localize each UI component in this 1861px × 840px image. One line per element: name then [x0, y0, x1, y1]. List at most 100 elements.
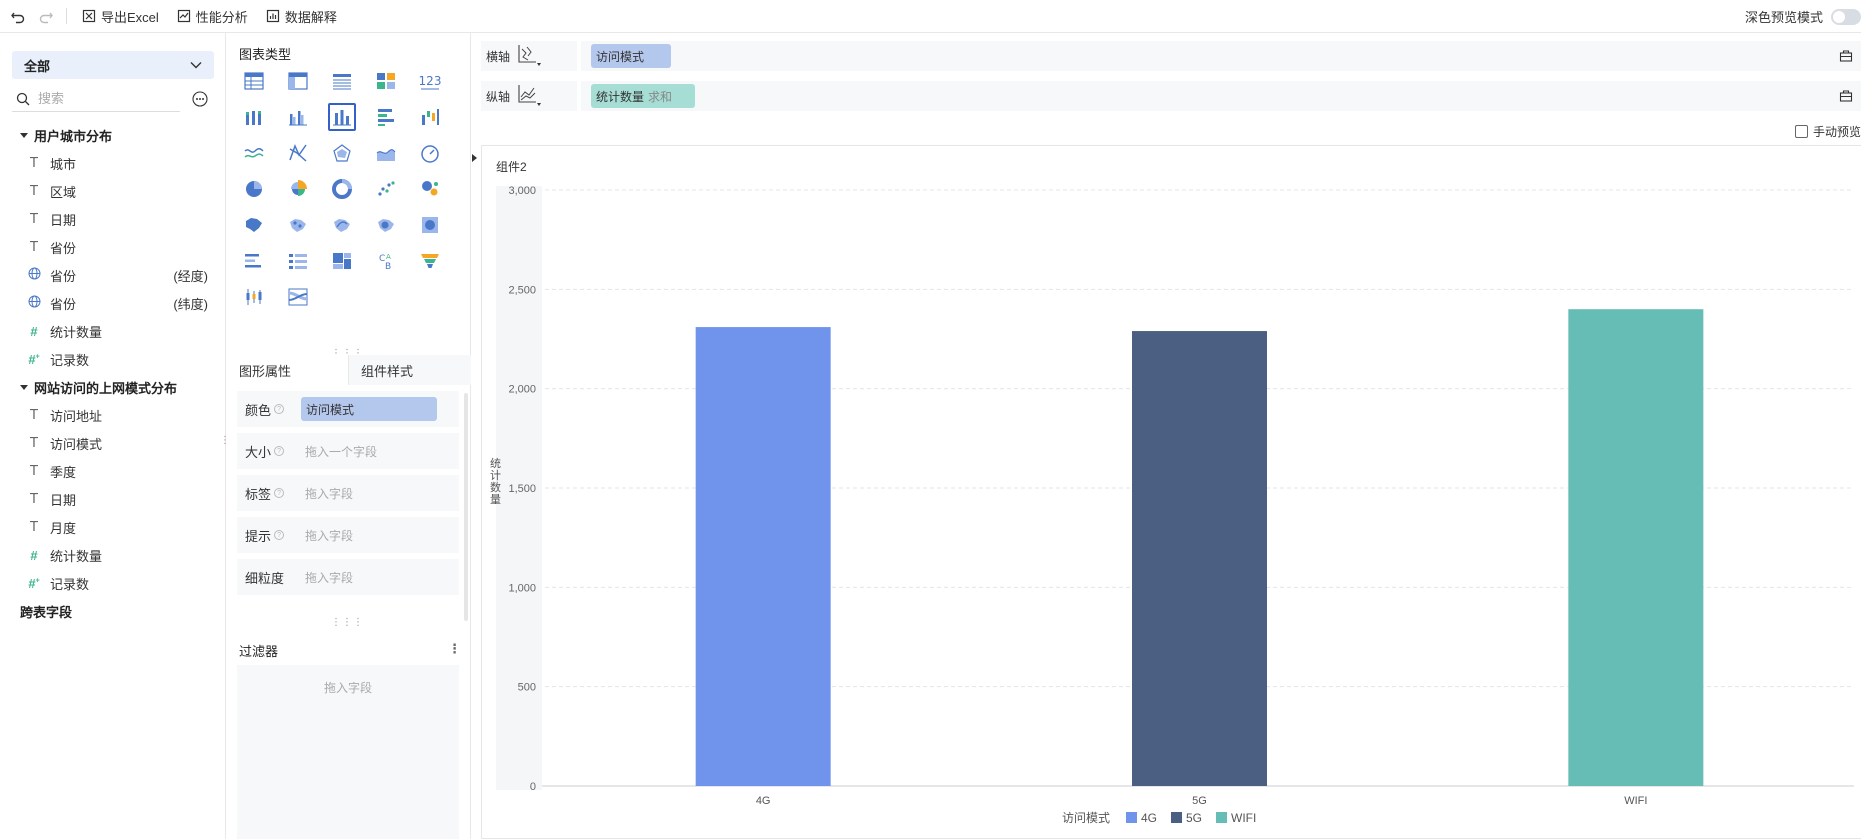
field-item[interactable]: T 季度: [0, 457, 226, 485]
progress-list-icon[interactable]: [240, 247, 268, 275]
field-name: 区域: [50, 184, 77, 200]
props-scrollbar[interactable]: [464, 393, 468, 621]
axis-settings-icon[interactable]: [1839, 49, 1853, 63]
filter-header: 过滤器 ⋮: [239, 641, 461, 660]
radar-line-icon[interactable]: [284, 139, 312, 167]
redo-icon[interactable]: [32, 2, 60, 30]
prop-row-size[interactable]: 大小? 拖入一个字段: [237, 433, 459, 469]
field-item[interactable]: T 省份: [0, 233, 226, 261]
tab-component-style[interactable]: 组件样式: [349, 355, 471, 385]
field-name: 统计数量: [50, 548, 103, 564]
sankey-icon[interactable]: [284, 283, 312, 311]
field-item[interactable]: T 月度: [0, 513, 226, 541]
y-axis-field-pill[interactable]: 统计数量 求和: [591, 84, 695, 108]
bar-5g: [1132, 331, 1267, 786]
field-name: 城市: [50, 156, 77, 172]
prop-label-granularity: 细粒度: [245, 570, 285, 586]
axis-settings-icon[interactable]: [1839, 89, 1853, 103]
performance-analysis-button[interactable]: 性能分析: [168, 2, 257, 30]
stacked-column-icon[interactable]: [240, 103, 268, 131]
detail-list-icon[interactable]: [284, 247, 312, 275]
chart-component-card[interactable]: 组件2 0 500 1,000 1,500 2,000 2,500 3,000 统计数量 4G 5…: [481, 145, 1861, 839]
field-item[interactable]: T 访问地址: [0, 401, 226, 429]
field-item[interactable]: T 日期: [0, 205, 226, 233]
dark-preview-toggle[interactable]: [1831, 8, 1861, 25]
flow-map-icon[interactable]: [328, 211, 356, 239]
field-search-input[interactable]: [12, 86, 180, 112]
field-item[interactable]: T 区域: [0, 177, 226, 205]
column-chart-icon[interactable]: [328, 103, 356, 131]
field-item[interactable]: T 城市: [0, 149, 226, 177]
bubble-chart-icon[interactable]: [416, 175, 444, 203]
manual-preview-checkbox[interactable]: [1794, 125, 1808, 138]
kpi-number-icon[interactable]: 123: [416, 67, 444, 95]
pie-chart-icon[interactable]: [240, 175, 268, 203]
funnel-icon[interactable]: [416, 247, 444, 275]
field-item[interactable]: 省份 (经度): [0, 261, 226, 289]
donut-chart-icon[interactable]: [328, 175, 356, 203]
x-axis-label: 横轴: [486, 49, 511, 64]
component-title: 组件2: [496, 160, 527, 174]
y-axis-chart-icon[interactable]: [516, 83, 546, 110]
svg-text:C: C: [379, 254, 385, 264]
field-item[interactable]: T 日期: [0, 485, 226, 513]
area-chart-icon[interactable]: [372, 139, 400, 167]
field-item[interactable]: 省份 (纬度): [0, 289, 226, 317]
tooltip-drop-placeholder: 拖入字段: [305, 528, 354, 543]
crosstab-icon[interactable]: [284, 67, 312, 95]
region-map-icon[interactable]: [240, 211, 268, 239]
tab-graphic-properties[interactable]: 图形属性: [227, 355, 349, 385]
line-chart-icon[interactable]: [240, 139, 268, 167]
prop-row-tooltip[interactable]: 提示? 拖入字段: [237, 517, 459, 553]
y-tick-label: 500: [518, 682, 536, 694]
grouped-column-icon[interactable]: [284, 103, 312, 131]
dark-preview-label: 深色预览模式: [1744, 10, 1823, 25]
rose-pie-icon[interactable]: [284, 175, 312, 203]
undo-icon[interactable]: [4, 2, 32, 30]
treemap-icon[interactable]: [328, 247, 356, 275]
filter-drop-zone[interactable]: 拖入字段: [237, 665, 459, 839]
scatter-icon[interactable]: [372, 175, 400, 203]
field-item[interactable]: T 访问模式: [0, 429, 226, 457]
section-resize-handle[interactable]: ⋮⋮⋮: [331, 348, 364, 359]
table-icon[interactable]: [240, 67, 268, 95]
prop-row-granularity[interactable]: 细粒度 拖入字段: [237, 559, 459, 595]
filter-more-icon[interactable]: ⋮: [448, 641, 461, 656]
bar-chart-icon[interactable]: [372, 103, 400, 131]
field-item[interactable]: # 统计数量: [0, 317, 226, 345]
section-resize-handle[interactable]: ⋮⋮⋮: [331, 617, 364, 628]
color-field-pill[interactable]: 访问模式: [301, 397, 437, 421]
prop-row-color[interactable]: 颜色? 访问模式: [237, 391, 459, 427]
export-excel-button[interactable]: 导出Excel: [73, 2, 168, 30]
waterfall-icon[interactable]: [416, 103, 444, 131]
gauge-icon[interactable]: [416, 139, 444, 167]
x-axis-field-pill[interactable]: 访问模式: [591, 44, 671, 68]
y-tick-label: 2,000: [508, 384, 536, 396]
legend-swatch: [1126, 812, 1137, 823]
heatmap-icon[interactable]: [416, 211, 444, 239]
field-group-header[interactable]: 网站访问的上网模式分布: [0, 373, 226, 401]
dashboard-grid-icon[interactable]: [372, 67, 400, 95]
x-axis-chart-icon[interactable]: [516, 43, 546, 70]
field-name: 记录数: [50, 352, 90, 368]
point-map-icon[interactable]: [284, 211, 312, 239]
scope-select[interactable]: 全部: [12, 51, 214, 79]
more-options-icon[interactable]: [192, 91, 208, 107]
field-group-header[interactable]: 用户城市分布: [0, 121, 226, 149]
field-item[interactable]: #+ 记录数: [0, 345, 226, 373]
prop-row-label[interactable]: 标签? 拖入字段: [237, 475, 459, 511]
field-group-header[interactable]: 跨表字段: [0, 154, 477, 625]
heat-map-geo-icon[interactable]: [372, 211, 400, 239]
y-axis-shelf[interactable]: 纵轴 统计数量 求和: [481, 81, 1861, 111]
candlestick-icon[interactable]: [240, 283, 268, 311]
field-item[interactable]: # 统计数量: [0, 541, 226, 569]
data-explain-button[interactable]: 数据解释: [257, 2, 346, 30]
number-type-icon: #: [30, 323, 38, 339]
x-axis-shelf[interactable]: 横轴 访问模式: [481, 41, 1861, 71]
y-tick-label: 3,000: [508, 185, 536, 197]
field-group-title: 跨表字段: [20, 604, 73, 620]
radar-chart-icon[interactable]: [328, 139, 356, 167]
detail-table-icon[interactable]: [328, 67, 356, 95]
field-item[interactable]: #+ 记录数: [0, 569, 226, 597]
